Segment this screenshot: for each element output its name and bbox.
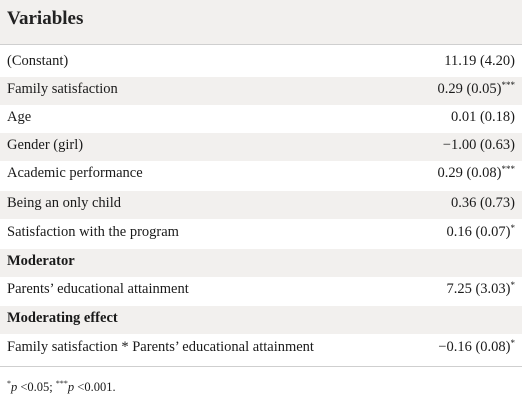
row-value: −0.16 (0.08)* [438, 338, 516, 355]
section-row-moderating-effect: Moderating effect [0, 306, 522, 334]
row-label: Age [7, 109, 32, 125]
table-header: Variables [0, 0, 522, 44]
significance-marker: * [510, 280, 516, 290]
table-row: (Constant) 11.19 (4.20) [0, 49, 522, 77]
header-divider [0, 44, 522, 45]
significance-marker: *** [501, 164, 516, 174]
table-footnote: *p <0.05; ***p <0.001. [7, 379, 116, 394]
table-row: Being an only child 0.36 (0.73) [0, 191, 522, 219]
row-label: Gender (girl) [7, 137, 84, 153]
table-row: Family satisfaction 0.29 (0.05)*** [0, 77, 522, 105]
table-row: Family satisfaction * Parents’ education… [0, 335, 522, 363]
table-row: Age 0.01 (0.18) [0, 105, 522, 133]
row-label: (Constant) [7, 53, 69, 69]
row-value: 11.19 (4.20) [444, 53, 515, 69]
footer-divider [0, 366, 522, 367]
row-value: −1.00 (0.63) [442, 137, 515, 153]
row-label: Satisfaction with the program [7, 224, 179, 240]
significance-marker: * [510, 223, 516, 233]
section-heading: Moderating effect [7, 310, 118, 326]
column-header-variables: Variables [7, 8, 84, 29]
significance-marker: *** [501, 80, 516, 90]
row-value: 7.25 (3.03)* [446, 280, 516, 297]
row-value: 0.29 (0.08)*** [437, 164, 516, 181]
table-row: Parents’ educational attainment 7.25 (3.… [0, 277, 522, 305]
section-row-moderator: Moderator [0, 249, 522, 277]
row-label: Parents’ educational attainment [7, 281, 189, 297]
table-row: Gender (girl) −1.00 (0.63) [0, 133, 522, 161]
significance-marker: * [510, 338, 516, 348]
table-row: Academic performance 0.29 (0.08)*** [0, 161, 522, 189]
row-label: Family satisfaction [7, 81, 118, 97]
row-label: Academic performance [7, 165, 143, 181]
row-value: 0.36 (0.73) [450, 195, 515, 211]
row-value: 0.01 (0.18) [450, 109, 515, 125]
row-label: Family satisfaction * Parents’ education… [7, 339, 314, 355]
row-label: Being an only child [7, 195, 121, 211]
table-row: Satisfaction with the program 0.16 (0.07… [0, 220, 522, 248]
row-value: 0.29 (0.05)*** [437, 80, 516, 97]
row-value: 0.16 (0.07)* [446, 223, 516, 240]
section-heading: Moderator [7, 253, 75, 269]
